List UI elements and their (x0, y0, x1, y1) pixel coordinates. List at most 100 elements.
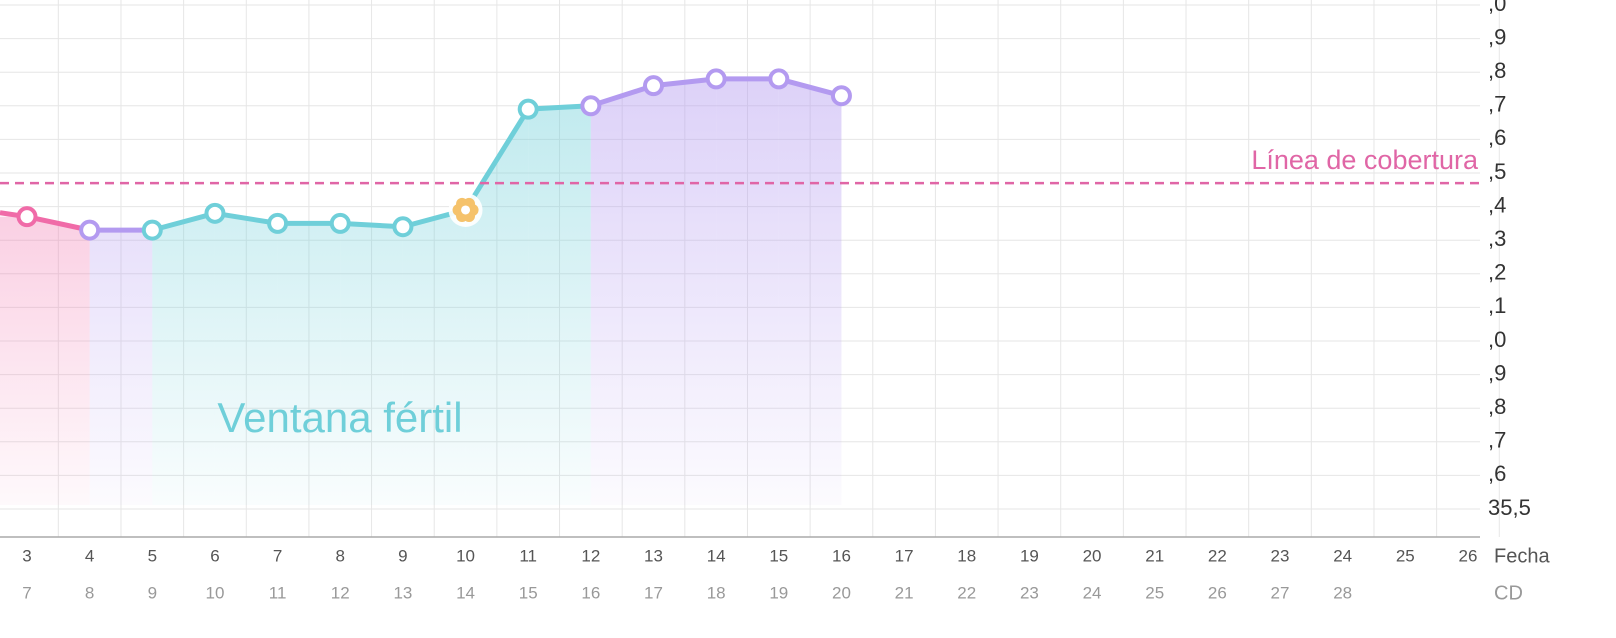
cycle-day-label: 11 (269, 583, 287, 602)
x-tick-label: 26 (1458, 546, 1477, 565)
phase-area (0, 216, 90, 505)
flower-center (461, 205, 471, 215)
point (267, 212, 289, 234)
point (79, 219, 101, 241)
line-segment (776, 76, 844, 99)
phase-area (590, 85, 654, 505)
line-segment (149, 210, 218, 233)
cycle-day-label: 25 (1145, 583, 1164, 602)
coverline-label: Línea de cobertura (1251, 145, 1479, 175)
phase-area (528, 105, 591, 506)
x-tick-label: 12 (581, 546, 600, 565)
x-tick-label: 15 (769, 546, 788, 565)
x-tick-label: 10 (456, 546, 475, 565)
y-tick-label: ,9 (1488, 360, 1506, 385)
phase-area (465, 109, 529, 505)
line-segment (651, 76, 719, 89)
point (768, 68, 790, 90)
y-tick-label: ,6 (1488, 125, 1506, 150)
x-tick-label: 18 (957, 546, 976, 565)
phase-area (653, 78, 717, 506)
y-tick-label: 35,5 (1488, 495, 1531, 520)
ovulation-point (448, 192, 483, 227)
cycle-day-label: 28 (1333, 583, 1352, 602)
point (329, 212, 351, 234)
y-tick-label: ,2 (1488, 260, 1506, 285)
x-tick-label: 5 (148, 546, 157, 565)
x-tick-label: 25 (1396, 546, 1415, 565)
x-tick-label: 19 (1020, 546, 1039, 565)
point (16, 206, 38, 228)
fertile-window-label: Ventana fértil (217, 394, 462, 441)
x-tick-label: 4 (85, 546, 94, 565)
row-label: Fecha (1494, 545, 1550, 567)
x-tick-label: 11 (519, 546, 537, 565)
cycle-day-label: 10 (205, 583, 224, 602)
line-segment (212, 210, 281, 226)
x-tick-label: 6 (210, 546, 219, 565)
y-tick-label: ,8 (1488, 394, 1506, 419)
phase-area (402, 209, 466, 505)
point (830, 85, 852, 107)
line-segment (24, 214, 93, 233)
y-tick-label: ,9 (1488, 24, 1506, 49)
phase-area (340, 223, 403, 505)
line-segment (463, 106, 531, 213)
phase-area (277, 223, 341, 505)
y-tick-label: ,6 (1488, 461, 1506, 486)
point (580, 95, 602, 117)
cycle-day-label: 23 (1020, 583, 1039, 602)
cycle-day-label: 16 (581, 583, 600, 602)
line-segment (588, 83, 656, 109)
x-tick-label: 3 (22, 546, 31, 565)
cycle-day-label: 7 (22, 583, 31, 602)
phase-area (89, 230, 153, 505)
y-tick-label: ,7 (1488, 428, 1506, 453)
y-tick-label: ,5 (1488, 159, 1506, 184)
x-tick-label: 13 (644, 546, 663, 565)
cycle-day-label: 20 (832, 583, 851, 602)
cycle-day-label: 12 (331, 583, 350, 602)
phase-area (716, 78, 779, 506)
cycle-day-label: 15 (519, 583, 538, 602)
row-label: CD (1494, 582, 1523, 604)
x-tick-label: 21 (1145, 546, 1164, 565)
x-tick-label: 16 (832, 546, 851, 565)
x-tick-label: 22 (1208, 546, 1227, 565)
cycle-day-label: 27 (1271, 583, 1290, 602)
phase-area (214, 213, 278, 505)
cycle-day-label: 21 (895, 583, 914, 602)
point (392, 216, 414, 238)
x-tick-label: 8 (336, 546, 345, 565)
point (204, 202, 226, 224)
cycle-day-label: 26 (1208, 583, 1227, 602)
cycle-day-label: 8 (85, 583, 94, 602)
x-tick-label: 17 (895, 546, 914, 565)
cycle-day-label: 22 (957, 583, 976, 602)
point (141, 219, 163, 241)
x-tick-label: 23 (1271, 546, 1290, 565)
y-tick-label: ,8 (1488, 58, 1506, 83)
y-tick-label: ,1 (1488, 293, 1506, 318)
cycle-day-label: 18 (707, 583, 726, 602)
point (705, 68, 727, 90)
x-tick-label: 7 (273, 546, 282, 565)
y-tick-label: ,3 (1488, 226, 1506, 251)
cycle-day-label: 14 (456, 583, 475, 602)
cycle-day-label: 13 (393, 583, 412, 602)
phase-area (152, 213, 215, 505)
y-tick-label: ,7 (1488, 92, 1506, 117)
x-tick-label: 9 (398, 546, 407, 565)
y-tick-label: ,4 (1488, 192, 1506, 217)
cycle-day-label: 9 (148, 583, 157, 602)
cycle-day-label: 24 (1083, 583, 1102, 602)
x-tick-label: 20 (1083, 546, 1102, 565)
point (643, 75, 664, 97)
areas (0, 78, 842, 506)
points (16, 68, 852, 241)
x-tick-label: 24 (1333, 546, 1352, 565)
y-tick-label: ,0 (1488, 0, 1506, 16)
cycle-day-label: 17 (644, 583, 663, 602)
